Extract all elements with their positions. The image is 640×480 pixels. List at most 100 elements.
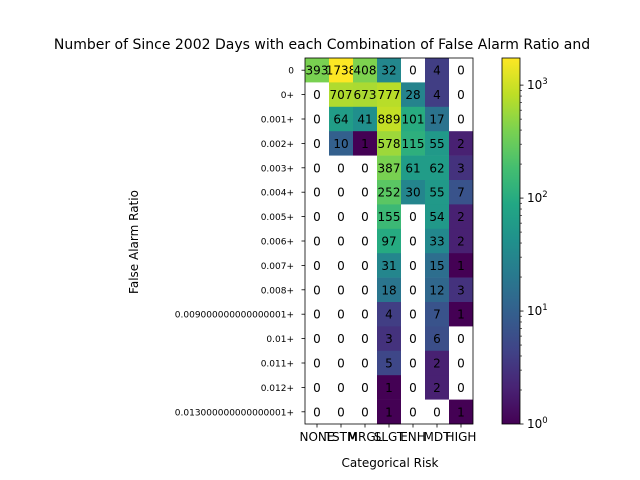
cell-value-label: 0 [409, 64, 417, 78]
heatmap-cell [401, 58, 425, 83]
heatmap-cell [401, 375, 425, 400]
heatmap-cell [377, 302, 401, 327]
x-tick-label: HIGH [446, 430, 477, 444]
cell-value-label: 578 [378, 137, 401, 151]
heatmap-cell [401, 180, 425, 205]
cell-value-label: 0 [313, 308, 321, 322]
cell-value-label: 0 [337, 161, 345, 175]
heatmap-cell [425, 375, 449, 400]
heatmap-cell [353, 277, 377, 303]
cell-value-label: 0 [361, 161, 369, 175]
cell-value-label: 15 [429, 259, 444, 273]
cell-value-label: 889 [378, 113, 401, 127]
heatmap-cell [401, 204, 425, 230]
heatmap-cell [305, 302, 329, 327]
heatmap-cell [353, 155, 377, 181]
cell-value-label: 31 [381, 259, 396, 273]
heatmap-cell [353, 326, 377, 352]
cell-value-label: 408 [354, 64, 377, 78]
x-tick-label: TSTM [324, 430, 358, 444]
cell-value-label: 0 [313, 381, 321, 395]
cell-value-label: 2 [457, 235, 465, 249]
heatmap-cell [401, 106, 425, 132]
heatmap-cell [353, 253, 377, 278]
heatmap-cell [305, 277, 329, 303]
heatmap-cell [305, 228, 329, 254]
chart-title: Number of Since 2002 Days with each Comb… [54, 37, 590, 53]
heatmap-cell [353, 106, 377, 132]
cell-value-label: 4 [385, 308, 393, 322]
heatmap-cell [353, 350, 377, 376]
heatmap-cell [401, 326, 425, 352]
heatmap-cell [329, 131, 353, 156]
y-axis-label: False Alarm Ratio [127, 190, 141, 294]
heatmap-cell [305, 326, 329, 352]
heatmap-cell [305, 399, 329, 425]
cell-value-label: 0 [313, 259, 321, 273]
heatmap-cell [305, 375, 329, 400]
cell-value-label: 7 [433, 308, 441, 322]
y-axis: 0 0+ 0.001+ 0.002+ 0.003+ 0.004+ 0.005+ 0.006+ 0… [175, 67, 305, 418]
heatmap-cell [329, 350, 353, 376]
heatmap-cell [305, 350, 329, 376]
y-tick-label: 0+ [281, 91, 294, 101]
colorbar-tick-label: 103 [527, 77, 548, 92]
x-tick-label: ENH [400, 430, 426, 444]
y-tick-label: 0.009000000000000001+ [175, 311, 294, 321]
colorbar-gradient [501, 57, 521, 425]
cell-value-label: 4 [433, 64, 441, 78]
cell-value-label: 5 [385, 357, 393, 371]
cell-value-label: 12 [429, 283, 444, 297]
heatmap-cell [449, 302, 473, 327]
y-tick-label: 0.006+ [261, 238, 294, 248]
cell-value-label: 55 [429, 137, 444, 151]
heatmap-cell [449, 82, 473, 108]
cell-value-label: 0 [313, 405, 321, 419]
heatmap-cell [449, 399, 473, 425]
cell-value-label: 0 [361, 405, 369, 419]
heatmap-cell [329, 82, 353, 108]
cell-value-label: 155 [378, 210, 401, 224]
cell-value-label: 3 [457, 283, 465, 297]
cell-value-label: 0 [337, 381, 345, 395]
heatmap-cell [449, 155, 473, 181]
heatmap-cell [329, 399, 353, 425]
heatmap-cell [401, 350, 425, 376]
cell-value-label: 1 [385, 405, 393, 419]
cell-value-label: 18 [381, 283, 396, 297]
y-tick-label: 0.002+ [261, 140, 294, 150]
heatmap-cell [305, 106, 329, 132]
cell-value-label: 0 [337, 308, 345, 322]
cell-value-label: 0 [409, 235, 417, 249]
cell-value-label: 41 [357, 113, 372, 127]
cell-value-label: 55 [429, 186, 444, 200]
heatmap-cell [425, 228, 449, 254]
cell-value-label: 0 [361, 381, 369, 395]
heatmap-cell [353, 82, 377, 108]
heatmap-cell [353, 375, 377, 400]
cell-value-label: 707 [330, 88, 353, 102]
heatmap-cell [377, 350, 401, 376]
heatmap-cell [329, 58, 353, 83]
cell-value-label: 0 [313, 332, 321, 346]
heatmap-cell [449, 277, 473, 303]
heatmap-cell [353, 131, 377, 156]
cell-value-label: 7 [457, 186, 465, 200]
heatmap-cell [449, 106, 473, 132]
cell-value-label: 3 [385, 332, 393, 346]
heatmap-cell [401, 302, 425, 327]
heatmap-cell [425, 399, 449, 425]
cell-value-label: 2 [457, 210, 465, 224]
cell-value-label: 0 [337, 332, 345, 346]
cell-value-label: 17 [429, 113, 444, 127]
cell-value-label: 2 [433, 357, 441, 371]
heatmap-cell [329, 155, 353, 181]
y-tick-label: 0.005+ [261, 213, 294, 223]
cell-value-label: 0 [337, 259, 345, 273]
heatmap-cell [449, 131, 473, 156]
cell-value-label: 0 [361, 235, 369, 249]
cell-value-label: 393 [306, 64, 329, 78]
heatmap-cell [329, 326, 353, 352]
cell-value-label: 0 [337, 235, 345, 249]
heatmap-cell [449, 326, 473, 352]
